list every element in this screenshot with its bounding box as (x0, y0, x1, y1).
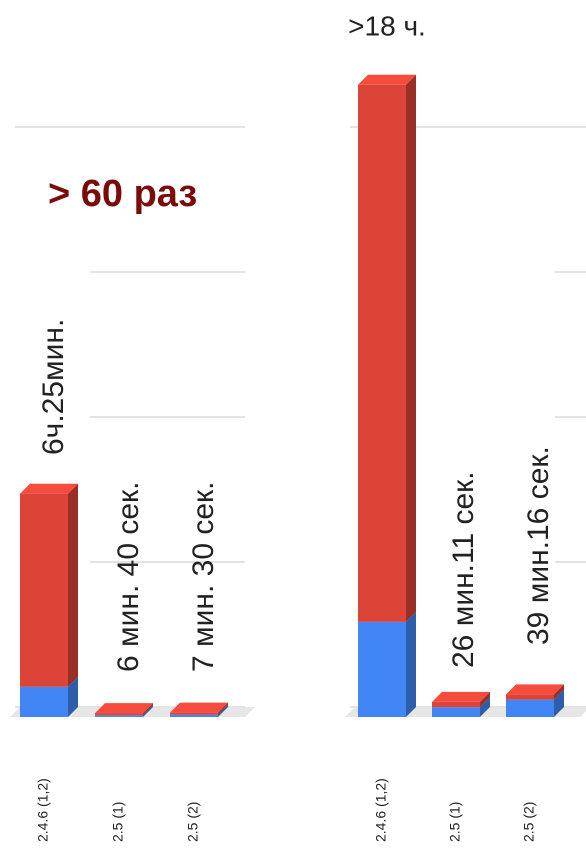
bar-side (68, 676, 78, 717)
bar-top (358, 74, 416, 85)
bar-segment (506, 699, 554, 717)
bar-segment (20, 493, 68, 687)
bar-annotation: >18 ч. (348, 10, 426, 41)
bar-side (554, 684, 564, 700)
bar-top (95, 703, 153, 714)
bar-annotation: 39 мин.16 сек. (522, 446, 555, 645)
bar-annotation: 6ч.25мин. (37, 319, 70, 455)
x-tick-label: 2.5 (1) (110, 802, 126, 842)
bar-side (406, 611, 416, 717)
bar-annotation: 7 мин. 30 сек. (187, 482, 220, 673)
bar-segment (95, 715, 143, 717)
bar-segment (506, 694, 554, 700)
bar-annotation: 6 мин. 40 сек. (112, 482, 145, 673)
bar-segment (358, 84, 406, 622)
bar-side (480, 691, 490, 708)
bar-segment (95, 713, 143, 716)
x-tick-label: 2.5 (2) (521, 802, 537, 842)
bar-annotation: 26 мин.11 сек. (447, 471, 480, 668)
bar-top (506, 684, 564, 695)
bar-segment (170, 714, 218, 717)
bar-side (480, 697, 490, 717)
note: > 60 раз (48, 173, 197, 215)
bar-segment (432, 701, 480, 708)
bar-side (143, 705, 153, 717)
bar-segment (170, 712, 218, 715)
bar-side (218, 704, 228, 717)
bar-side (218, 702, 228, 715)
x-tick-label: 2.4.6 (1,2) (35, 778, 51, 842)
x-tick-label: 2.5 (2) (185, 802, 201, 842)
bar-top (20, 483, 78, 494)
bar-segment (432, 707, 480, 717)
bar-segment (20, 686, 68, 717)
bar-segment (358, 621, 406, 717)
bar-top (432, 691, 490, 702)
bar-side (406, 74, 416, 622)
bar-side (143, 703, 153, 716)
bar-top (170, 702, 228, 713)
x-tick-label: 2.5 (1) (447, 802, 463, 842)
bar-side (68, 483, 78, 687)
bar-side (554, 689, 564, 717)
x-tick-label: 2.4.6 (1,2) (373, 778, 389, 842)
